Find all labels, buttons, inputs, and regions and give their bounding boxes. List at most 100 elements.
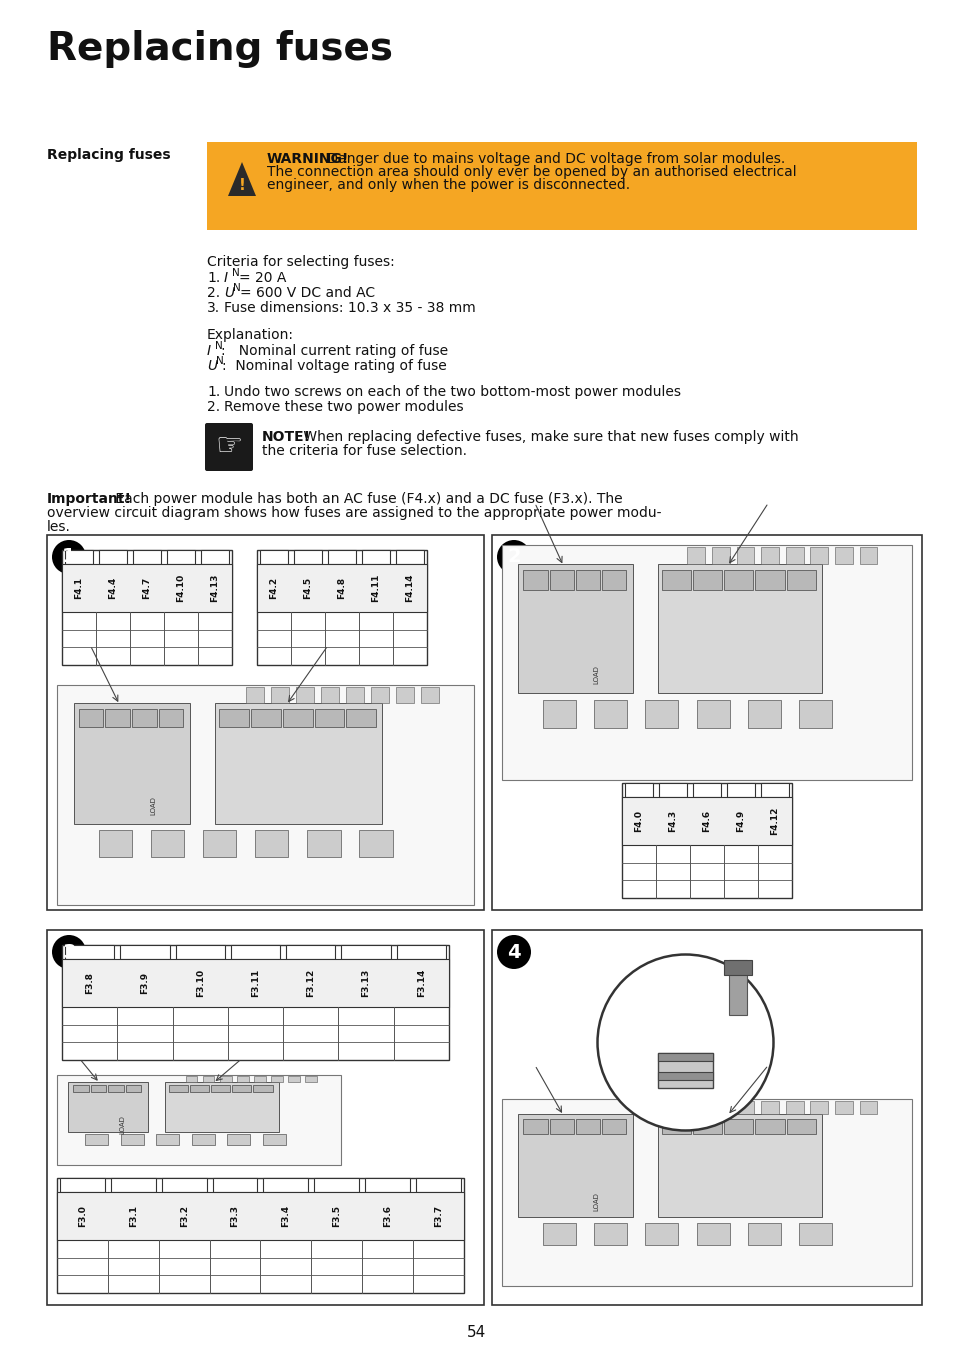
Text: !: ! (238, 178, 245, 193)
Bar (62, 944, 449, 1061)
Bar (810, 1101, 827, 1113)
Bar (346, 709, 375, 727)
Bar (621, 797, 791, 844)
Bar (395, 550, 423, 563)
Bar (65, 550, 92, 563)
Text: F4.14: F4.14 (405, 574, 414, 603)
Bar (661, 570, 690, 589)
Text: 54: 54 (467, 1325, 486, 1340)
Text: F4.12: F4.12 (770, 807, 779, 835)
Bar (203, 1075, 214, 1082)
Bar (645, 1223, 678, 1246)
Bar (659, 784, 686, 797)
Bar (834, 1101, 852, 1113)
Circle shape (52, 540, 86, 574)
Circle shape (497, 540, 531, 574)
Bar (294, 550, 322, 563)
Bar (736, 1101, 754, 1113)
Bar (245, 688, 263, 703)
Bar (785, 1101, 802, 1113)
Bar (345, 688, 363, 703)
Text: 1: 1 (62, 547, 75, 566)
Text: F3.4: F3.4 (281, 1205, 290, 1227)
Text: F4.9: F4.9 (736, 809, 744, 832)
Text: F4.5: F4.5 (303, 577, 313, 598)
Bar (621, 784, 791, 898)
Circle shape (597, 955, 773, 1131)
Bar (201, 550, 229, 563)
Text: F4.0: F4.0 (634, 811, 643, 832)
Bar (57, 1192, 463, 1240)
Bar (65, 944, 114, 959)
Bar (256, 550, 427, 665)
Bar (57, 1075, 340, 1165)
Bar (501, 1098, 911, 1286)
Text: 4: 4 (507, 943, 520, 962)
Text: F4.10: F4.10 (176, 574, 185, 603)
Bar (207, 142, 916, 230)
Bar (810, 547, 827, 563)
Bar (233, 1085, 252, 1092)
Text: F3.9: F3.9 (140, 971, 150, 994)
Bar (359, 831, 393, 857)
Bar (729, 961, 747, 1015)
Bar (785, 547, 802, 563)
Bar (523, 570, 547, 589)
Text: N: N (214, 340, 222, 351)
Text: F4.8: F4.8 (337, 577, 346, 598)
Bar (576, 570, 599, 589)
Text: The connection area should only ever be opened by an authorised electrical: The connection area should only ever be … (267, 165, 796, 178)
Bar (271, 688, 289, 703)
Text: WARNING!: WARNING! (267, 153, 349, 166)
Text: = 20 A: = 20 A (239, 272, 286, 285)
Text: F3.5: F3.5 (332, 1205, 341, 1227)
Bar (645, 700, 678, 728)
Bar (658, 563, 821, 693)
Text: NOTE!: NOTE! (262, 430, 311, 444)
Bar (62, 550, 232, 665)
Bar (696, 1223, 729, 1246)
Text: :  Nominal voltage rating of fuse: : Nominal voltage rating of fuse (222, 359, 446, 373)
Bar (73, 1085, 89, 1092)
Bar (711, 1101, 729, 1113)
Text: F4.1: F4.1 (74, 577, 84, 598)
Text: Replacing fuses: Replacing fuses (47, 30, 393, 68)
Text: F4.3: F4.3 (668, 811, 677, 832)
Bar (661, 1119, 690, 1135)
Bar (256, 563, 427, 612)
Bar (307, 831, 340, 857)
Text: F3.0: F3.0 (78, 1205, 87, 1227)
Text: F3.12: F3.12 (306, 969, 314, 997)
Bar (254, 831, 288, 857)
Bar (151, 831, 184, 857)
Text: F4.4: F4.4 (109, 577, 117, 598)
Bar (658, 1071, 712, 1079)
Bar (786, 1119, 815, 1135)
Bar (227, 1135, 250, 1146)
Bar (396, 944, 446, 959)
Bar (111, 1178, 155, 1192)
Bar (736, 547, 754, 563)
Bar (162, 1178, 207, 1192)
Bar (692, 570, 721, 589)
Bar (253, 1075, 265, 1082)
Bar (601, 1119, 625, 1135)
Bar (60, 1178, 105, 1192)
Bar (747, 700, 780, 728)
Bar (755, 570, 783, 589)
Bar (314, 709, 344, 727)
Text: N: N (215, 357, 224, 366)
Text: F4.6: F4.6 (701, 811, 711, 832)
Bar (231, 944, 280, 959)
Bar (305, 1075, 316, 1082)
Text: N: N (233, 282, 240, 293)
Text: engineer, and only when the power is disconnected.: engineer, and only when the power is dis… (267, 178, 630, 192)
Bar (175, 944, 225, 959)
Bar (121, 1135, 144, 1146)
Text: F3.10: F3.10 (195, 969, 205, 997)
Bar (57, 1178, 463, 1293)
Text: Criteria for selecting fuses:: Criteria for selecting fuses: (207, 255, 395, 269)
Bar (62, 959, 449, 1006)
Text: F3.2: F3.2 (179, 1205, 189, 1227)
Bar (190, 1085, 209, 1092)
